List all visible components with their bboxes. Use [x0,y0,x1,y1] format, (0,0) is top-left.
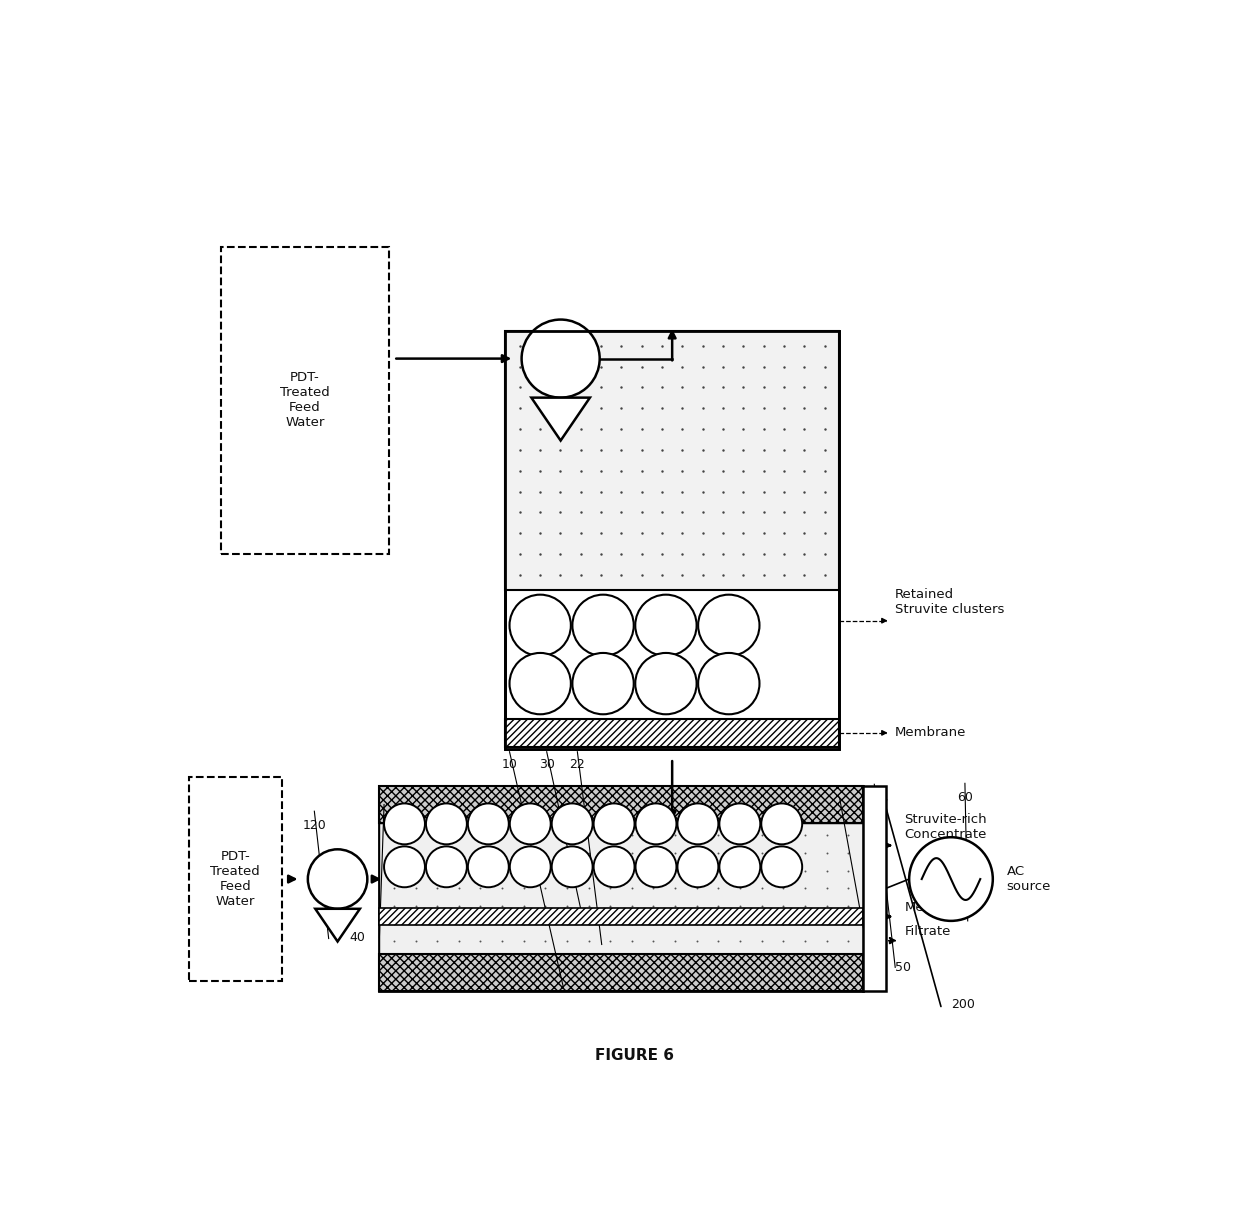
Circle shape [572,653,633,715]
Circle shape [551,804,592,845]
Text: Oscillating Field-enhanced Cross Flow Membrane Filtration: Oscillating Field-enhanced Cross Flow Me… [394,811,802,826]
Circle shape [572,595,633,657]
Text: Retained
Struvite clusters: Retained Struvite clusters [896,588,1005,616]
FancyBboxPatch shape [862,786,886,991]
Circle shape [468,804,509,845]
Circle shape [678,846,719,887]
FancyBboxPatch shape [379,908,862,925]
Circle shape [551,846,592,887]
Text: PDT-
Treated
Feed
Water: PDT- Treated Feed Water [280,372,330,430]
FancyBboxPatch shape [222,247,389,554]
Circle shape [636,595,696,657]
FancyBboxPatch shape [379,786,862,991]
Circle shape [761,846,802,887]
Text: 200: 200 [952,998,975,1011]
Circle shape [426,804,467,845]
Text: 30: 30 [539,758,555,771]
Text: PDT-
Treated
Feed
Water: PDT- Treated Feed Water [211,850,260,908]
Text: Filtrate: Filtrate [904,925,950,938]
Circle shape [698,653,760,715]
Circle shape [307,850,367,909]
Text: Membrane: Membrane [904,900,976,914]
Circle shape [426,846,467,887]
FancyBboxPatch shape [379,954,862,991]
Text: 22: 22 [570,758,585,771]
Text: FIGURE 5: FIGURE 5 [596,797,674,812]
FancyBboxPatch shape [504,747,840,748]
Circle shape [636,846,676,887]
Circle shape [509,846,550,887]
Text: AC
source: AC source [1007,865,1051,893]
Circle shape [522,320,600,397]
FancyBboxPatch shape [504,719,840,747]
Circle shape [909,838,992,921]
Circle shape [636,653,696,715]
Circle shape [509,595,571,657]
Circle shape [509,804,550,845]
Circle shape [468,846,509,887]
Circle shape [593,804,634,845]
Text: 20: 20 [831,805,847,817]
Text: 50: 50 [896,961,911,974]
Circle shape [720,846,761,887]
Circle shape [509,653,571,715]
Text: Membrane: Membrane [896,727,966,740]
Polygon shape [532,397,590,441]
FancyBboxPatch shape [504,331,840,590]
Text: 40: 40 [349,931,366,944]
FancyBboxPatch shape [379,786,862,823]
Circle shape [593,846,634,887]
Circle shape [678,804,719,845]
Text: FIGURE 6: FIGURE 6 [596,1048,674,1063]
Circle shape [698,595,760,657]
Text: 10: 10 [502,758,518,771]
FancyBboxPatch shape [504,331,840,748]
Text: Filtrate: Filtrate [691,789,737,801]
FancyBboxPatch shape [379,823,862,954]
Circle shape [761,804,802,845]
FancyBboxPatch shape [188,777,281,981]
Text: 60: 60 [957,791,973,804]
Circle shape [384,846,425,887]
Circle shape [636,804,676,845]
Polygon shape [315,909,359,941]
Circle shape [720,804,761,845]
Text: 120: 120 [302,818,326,832]
Text: Struvite-rich
Concentrate: Struvite-rich Concentrate [904,812,987,841]
Circle shape [384,804,425,845]
